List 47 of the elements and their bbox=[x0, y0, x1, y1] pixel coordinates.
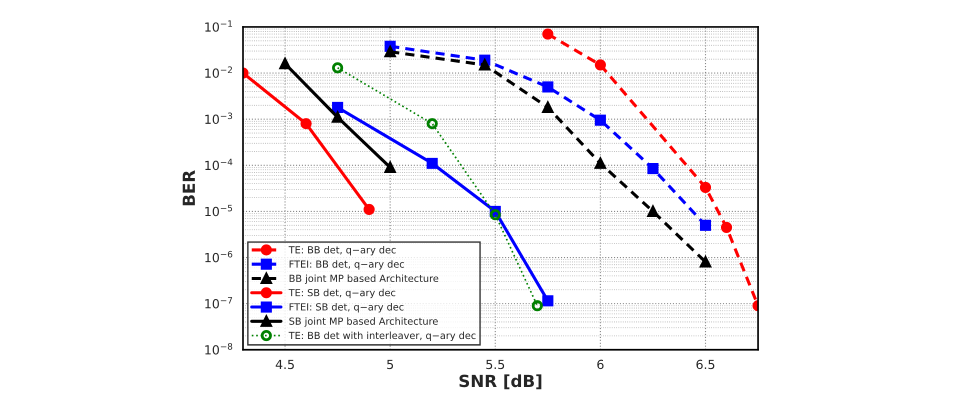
y-tick-label: 10$^{−2}$ bbox=[205, 66, 232, 78]
point bbox=[720, 222, 732, 233]
point bbox=[594, 114, 606, 126]
point bbox=[426, 118, 438, 130]
y-tick-label: 10$^{−5}$ bbox=[205, 204, 232, 216]
point bbox=[384, 46, 396, 58]
point bbox=[594, 158, 606, 169]
point bbox=[700, 182, 712, 194]
point bbox=[542, 81, 554, 92]
x-tick-label: 6 bbox=[597, 360, 604, 370]
y-tick-label: 10$^{−6}$ bbox=[205, 250, 232, 262]
y-axis-title: BER bbox=[182, 170, 195, 206]
legend-label: FTEI: BB det, q−ary dec bbox=[290, 260, 404, 270]
point bbox=[542, 102, 554, 113]
point bbox=[542, 295, 554, 306]
y-tick-label: 10$^{−1}$ bbox=[205, 20, 232, 32]
y-tick-label: 10$^{−4}$ bbox=[205, 158, 232, 170]
point bbox=[332, 62, 344, 74]
x-tick-label: 5.5 bbox=[486, 360, 504, 370]
y-tick-label: 10$^{−8}$ bbox=[205, 343, 232, 355]
point bbox=[700, 220, 712, 231]
legend-label: TE: BB det, q−ary dec bbox=[288, 246, 396, 256]
point bbox=[647, 162, 658, 174]
point bbox=[332, 102, 344, 113]
point bbox=[364, 204, 375, 216]
x-axis-title: SNR [dB] bbox=[459, 374, 542, 390]
x-tick-label: 5 bbox=[387, 360, 394, 370]
point bbox=[490, 209, 501, 220]
x-tick-label: 4.5 bbox=[276, 360, 294, 370]
point bbox=[384, 162, 396, 173]
legend-label: TE: SB det, q−ary dec bbox=[288, 288, 396, 298]
y-tick-label: 10$^{−7}$ bbox=[205, 297, 232, 308]
point bbox=[647, 206, 658, 217]
legend-label: TE: BB det with interleaver, q−ary dec bbox=[288, 332, 476, 341]
legend-label: SB joint MP based Architecture bbox=[289, 317, 438, 327]
legend-label: BB joint MP based Architecture bbox=[290, 274, 438, 284]
point bbox=[332, 112, 344, 123]
point bbox=[542, 28, 554, 40]
point bbox=[426, 158, 438, 169]
y-tick-label: 10$^{−3}$ bbox=[205, 112, 232, 124]
point bbox=[594, 59, 606, 70]
point bbox=[479, 59, 490, 70]
point bbox=[532, 300, 543, 312]
point bbox=[300, 118, 312, 130]
point bbox=[700, 256, 712, 268]
x-tick-label: 6.5 bbox=[696, 360, 714, 370]
legend-label: FTEI: SB det, q−ary dec bbox=[290, 303, 404, 312]
